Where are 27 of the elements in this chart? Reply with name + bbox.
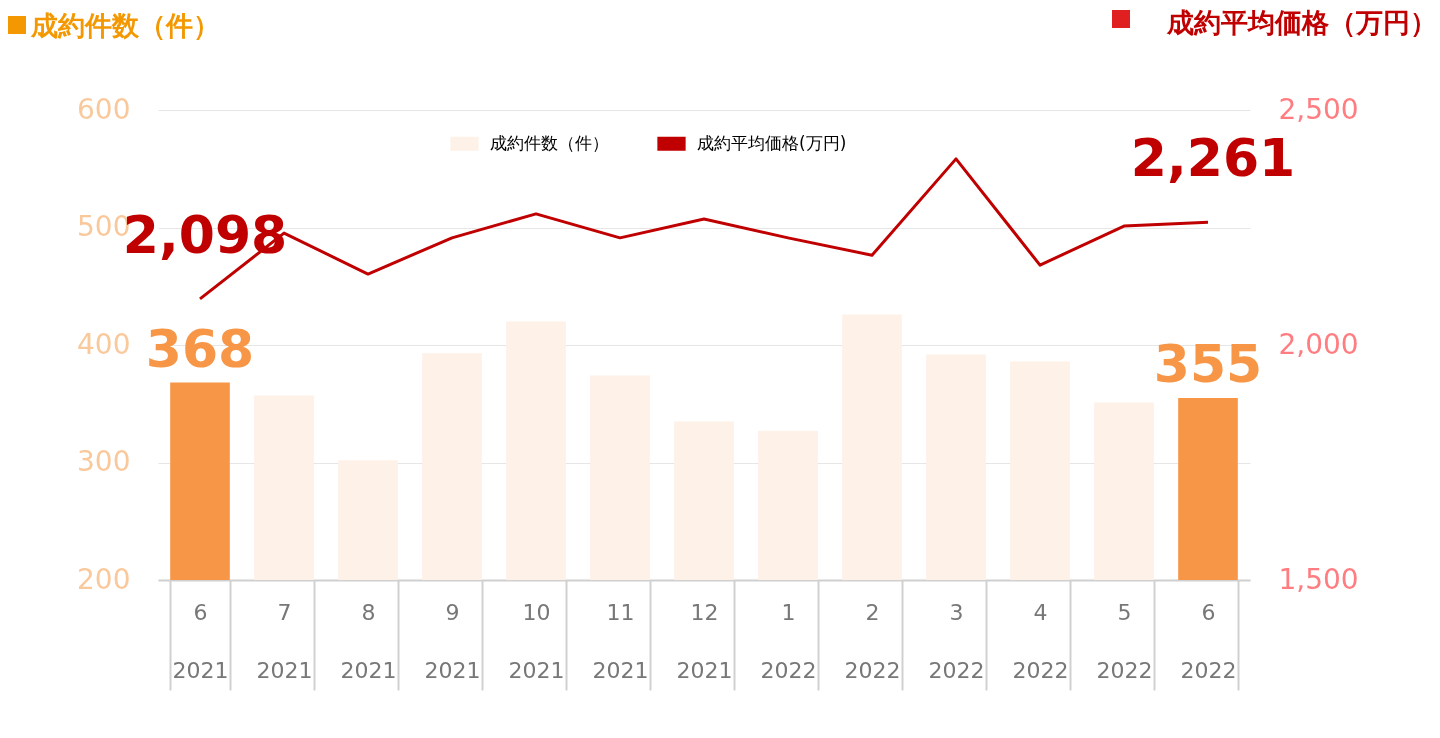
data-label: 355 <box>1153 333 1263 394</box>
y2-tick-label: 2,500 <box>1278 92 1359 126</box>
y2-axis-title: 成約平均価格（万円） <box>1165 6 1437 38</box>
category-label: 11 2021 <box>592 599 649 683</box>
y-axis-title: 成約件数（件） <box>29 9 220 41</box>
category-label: 4 2022 <box>1012 599 1069 683</box>
y2-tick-label: 2,000 <box>1278 327 1359 361</box>
category-label: 6 2021 <box>172 599 229 683</box>
data-label: 368 <box>145 318 255 379</box>
category-label: 8 2021 <box>340 599 397 683</box>
y2-tick-label: 1,500 <box>1278 562 1359 596</box>
y-tick-label: 300 <box>77 445 131 478</box>
category-label: 12 2021 <box>676 599 733 683</box>
category-label: 10 2021 <box>508 599 565 683</box>
category-label: 3 2022 <box>928 599 985 683</box>
category-label: 5 2022 <box>1096 599 1153 683</box>
category-label: 7 2021 <box>256 599 313 683</box>
y-tick-label: 600 <box>77 92 131 126</box>
category-label: 1 2022 <box>760 599 817 683</box>
category-label: 9 2021 <box>424 599 481 683</box>
y-tick-label: 200 <box>77 562 131 596</box>
y-tick-label: 400 <box>77 327 131 361</box>
legend-label: 成約件数（件） <box>490 132 609 153</box>
category-label: 6 2022 <box>1180 599 1237 683</box>
legend-label: 成約平均価格(万円) <box>697 132 847 153</box>
category-label: 2 2022 <box>844 599 901 683</box>
data-label: 2,261 <box>1130 128 1296 189</box>
